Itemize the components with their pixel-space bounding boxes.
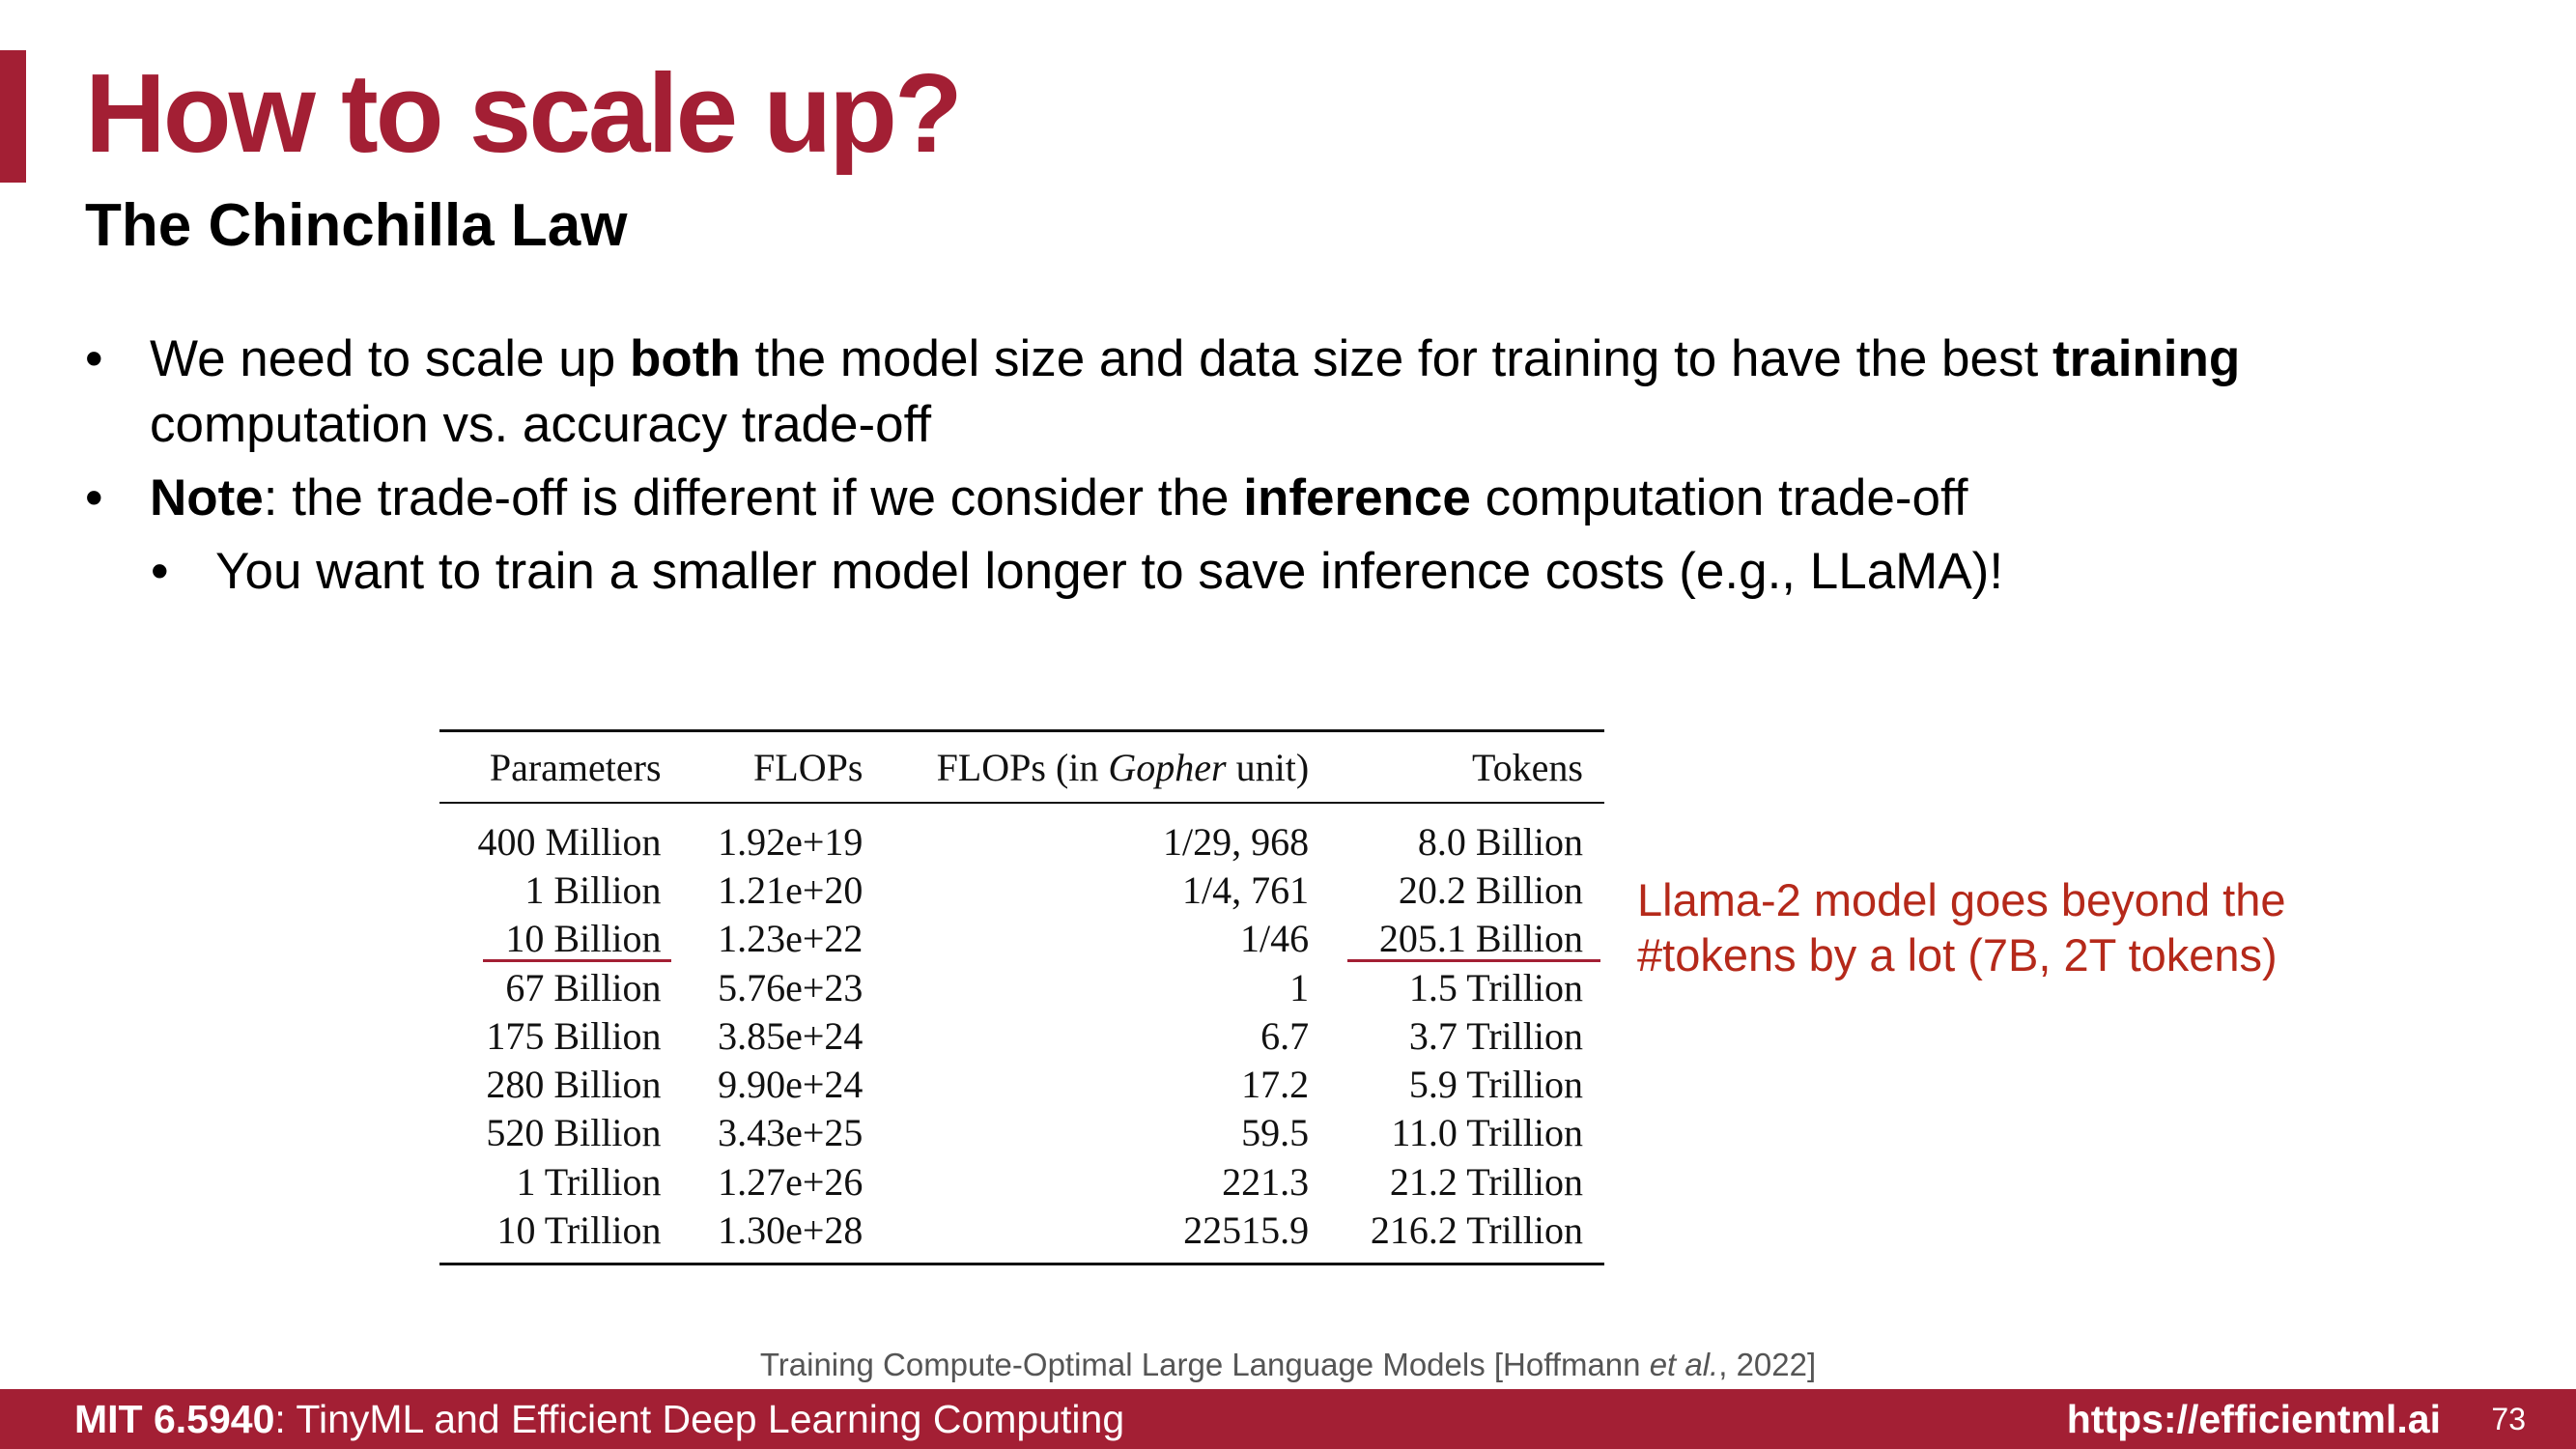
cell-tokens: 20.2 Billion	[1398, 867, 1583, 912]
cell-flops: 1.21e+20	[718, 867, 863, 912]
cell-params: 400 Million	[477, 819, 662, 864]
cell-tokens: 205.1 Billion	[1378, 917, 1583, 961]
header-parameters: Parameters	[439, 730, 683, 804]
cell-params: 280 Billion	[486, 1063, 662, 1107]
slide-title: How to scale up?	[85, 50, 963, 176]
course-title: MIT 6.5940: TinyML and Efficient Deep Le…	[74, 1397, 1125, 1441]
cell-tokens: 1.5 Trillion	[1408, 965, 1583, 1009]
cell-flops: 3.43e+25	[718, 1111, 863, 1155]
cell-gopher: 17.2	[1241, 1063, 1310, 1107]
table-row: 1 Billion 1.21e+20 1/4, 761 20.2 Billion	[439, 866, 1604, 914]
bullet-scale-both: • We need to scale up both the model siz…	[85, 327, 2480, 458]
cell-flops: 5.76e+23	[718, 965, 863, 1009]
table-row: 400 Million 1.92e+19 1/29, 968 8.0 Billi…	[439, 803, 1604, 866]
bullet-dot: •	[85, 330, 103, 387]
header-tokens: Tokens	[1330, 730, 1604, 804]
bullet-dot: •	[85, 469, 103, 526]
table-row: 10 Trillion 1.30e+28 22515.9 216.2 Trill…	[439, 1206, 1604, 1264]
cell-tokens: 216.2 Trillion	[1370, 1208, 1583, 1253]
cell-tokens: 3.7 Trillion	[1408, 1013, 1583, 1058]
bullet-train-smaller: • You want to train a smaller model long…	[85, 539, 2480, 605]
cell-gopher: 22515.9	[1183, 1208, 1310, 1253]
params-underline	[483, 958, 671, 962]
chinchilla-table-container: Parameters FLOPs FLOPs (in Gopher unit) …	[439, 729, 1604, 1265]
citation: Training Compute-Optimal Large Language …	[759, 1347, 1817, 1382]
table-row: 1 Trillion 1.27e+26 221.3 21.2 Trillion	[439, 1157, 1604, 1206]
cell-gopher: 1/29, 968	[1163, 819, 1310, 864]
bullet-note-inference: • Note: the trade-off is different if we…	[85, 466, 2480, 531]
course-url[interactable]: https://efficientml.ai	[2066, 1397, 2441, 1441]
cell-flops: 3.85e+24	[718, 1013, 863, 1058]
footer-bar: MIT 6.5940: TinyML and Efficient Deep Le…	[0, 1389, 2576, 1449]
tokens-underline	[1347, 958, 1600, 962]
bullet-dot: •	[151, 543, 169, 600]
cell-flops: 1.92e+19	[718, 819, 863, 864]
cell-tokens: 21.2 Trillion	[1389, 1159, 1583, 1204]
table-row: 280 Billion 9.90e+24 17.2 5.9 Trillion	[439, 1060, 1604, 1108]
cell-params: 175 Billion	[486, 1013, 662, 1058]
cell-gopher: 221.3	[1222, 1159, 1310, 1204]
cell-tokens: 8.0 Billion	[1417, 819, 1583, 864]
cell-tokens: 5.9 Trillion	[1408, 1063, 1583, 1107]
cell-params: 520 Billion	[486, 1111, 662, 1155]
table-row: 520 Billion 3.43e+25 59.5 11.0 Trillion	[439, 1109, 1604, 1157]
table-row: 10 Billion 1.23e+22 1/46 205.1 Billion	[439, 915, 1604, 963]
cell-params: 1 Trillion	[516, 1159, 662, 1204]
cell-flops: 1.27e+26	[718, 1159, 863, 1204]
cell-flops: 9.90e+24	[718, 1063, 863, 1107]
llama2-annotation: Llama-2 model goes beyond the #tokens by…	[1637, 874, 2286, 980]
cell-params: 67 Billion	[505, 965, 662, 1009]
table-row: 67 Billion 5.76e+23 1 1.5 Trillion	[439, 963, 1604, 1011]
cell-gopher: 1/46	[1240, 917, 1310, 961]
cell-flops: 1.30e+28	[718, 1208, 863, 1253]
cell-tokens: 11.0 Trillion	[1391, 1111, 1583, 1155]
header-flops-gopher: FLOPs (in Gopher unit)	[884, 730, 1331, 804]
cell-params: 1 Billion	[524, 867, 662, 912]
cell-gopher: 1/4, 761	[1182, 867, 1310, 912]
cell-gopher: 1	[1289, 965, 1310, 1009]
chinchilla-table: Parameters FLOPs FLOPs (in Gopher unit) …	[439, 729, 1604, 1265]
title-accent-bar	[0, 50, 26, 183]
table-row: 175 Billion 3.85e+24 6.7 3.7 Trillion	[439, 1011, 1604, 1060]
cell-params: 10 Trillion	[496, 1208, 662, 1253]
page-number: 73	[2491, 1402, 2526, 1436]
header-flops: FLOPs	[682, 730, 885, 804]
cell-flops: 1.23e+22	[718, 917, 863, 961]
cell-gopher: 59.5	[1241, 1111, 1310, 1155]
bullet-list: • We need to scale up both the model siz…	[85, 327, 2480, 612]
table-header-row: Parameters FLOPs FLOPs (in Gopher unit) …	[439, 730, 1604, 804]
cell-gopher: 6.7	[1260, 1013, 1310, 1058]
cell-params: 10 Billion	[505, 917, 662, 961]
slide-subtitle: The Chinchilla Law	[85, 192, 628, 259]
